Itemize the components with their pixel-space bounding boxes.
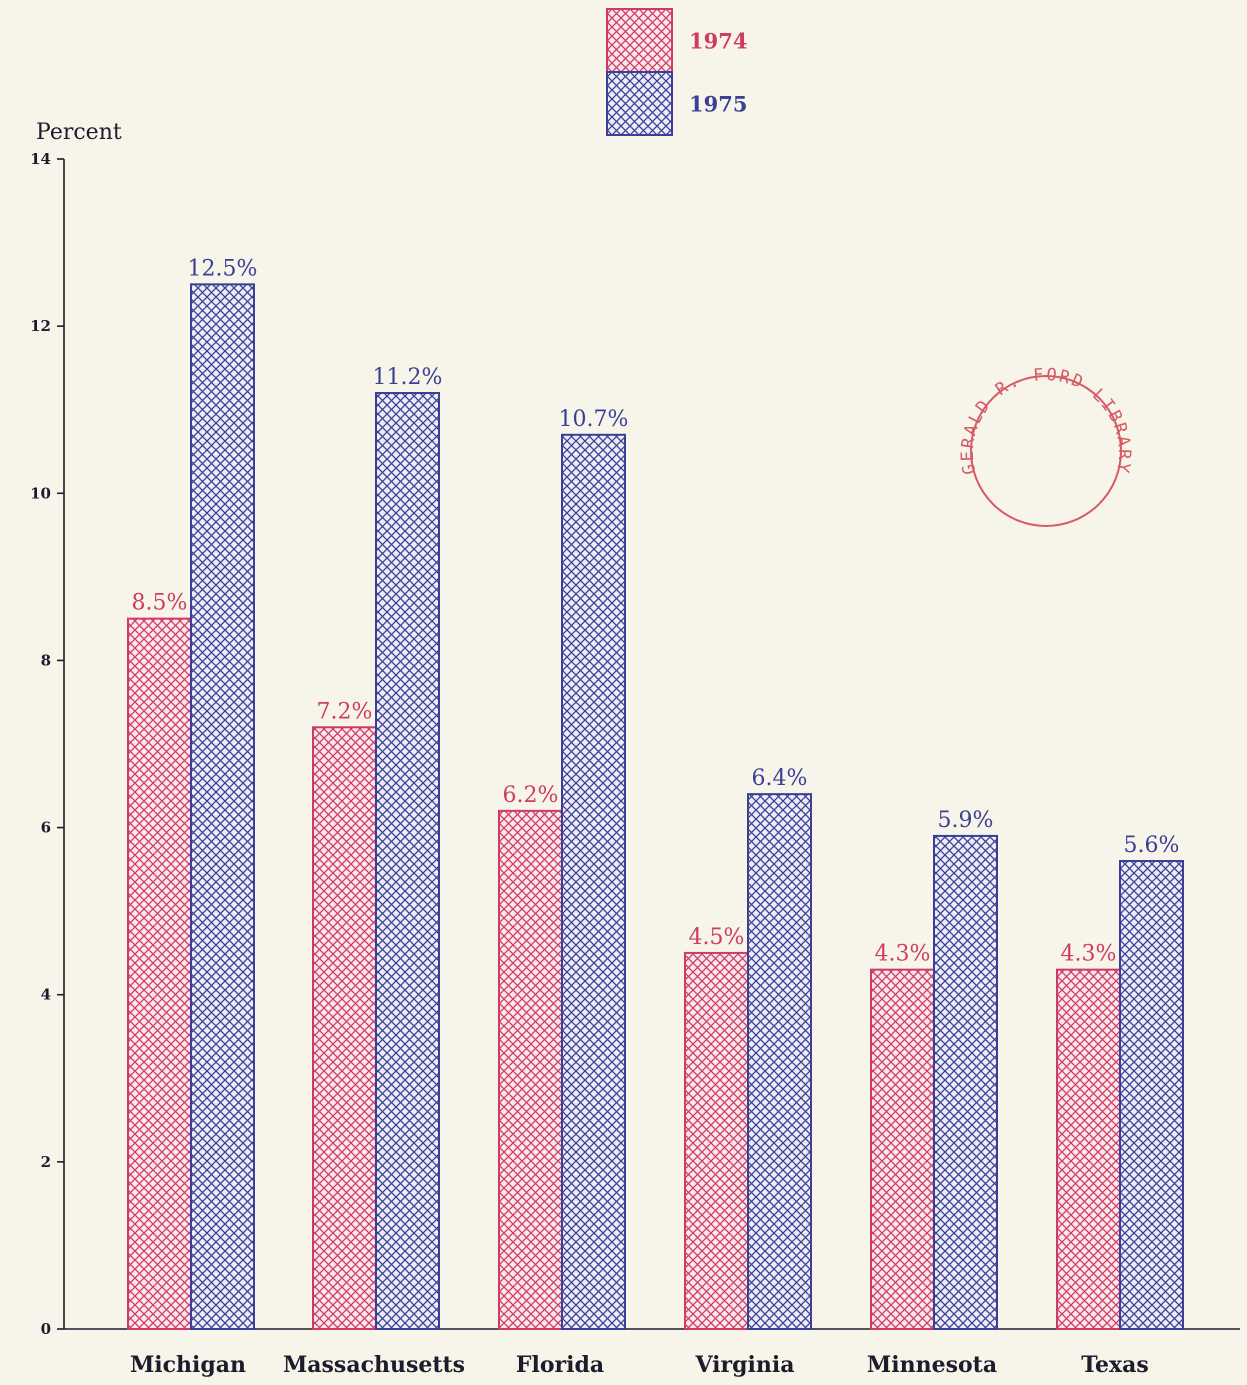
value-label-1974: 4.3% [1061, 942, 1117, 967]
category-label: Virginia [695, 1352, 795, 1378]
category-label: Texas [1081, 1352, 1149, 1378]
legend-label-1975: 1975 [689, 92, 747, 117]
y-tick-label: 12 [30, 317, 51, 335]
value-label-1974: 8.5% [132, 591, 188, 616]
value-label-1975: 5.6% [1124, 833, 1180, 858]
value-label-1974: 4.3% [875, 942, 931, 967]
category-label: Florida [516, 1352, 604, 1378]
value-label-1974: 7.2% [317, 699, 373, 724]
y-tick-label: 10 [30, 484, 51, 502]
category-label: Minnesota [867, 1352, 997, 1378]
bar-1974-texas [1056, 968, 1121, 1331]
bar-1975-texas [1119, 860, 1184, 1330]
stamp-text: GERALD R. FORD LIBRARY [958, 365, 1134, 476]
stamp-text-path: GERALD R. FORD LIBRARY [958, 365, 1132, 476]
category-label: Michigan [130, 1352, 246, 1378]
bar-1975-michigan [190, 283, 255, 1330]
bar-1974-florida [498, 809, 563, 1330]
value-label-1975: 5.9% [938, 808, 994, 833]
value-label-1974: 4.5% [689, 925, 745, 950]
value-label-1974: 6.2% [503, 783, 559, 808]
value-labels: 8.5% 7.2% 6.2% 4.5% 4.3% 4.3% 12.5% 11.2% 10.7% 6… [132, 256, 1180, 966]
bar-1975-minnesota [933, 834, 998, 1331]
bar-1974-virginia [684, 951, 749, 1331]
legend: 1974 1975 [606, 8, 747, 136]
bar-1975-virginia [747, 793, 812, 1330]
y-axis: 0 2 4 6 8 10 12 14 [30, 150, 65, 1338]
category-label: Massachusetts [283, 1352, 465, 1378]
bars [127, 283, 1184, 1331]
bar-1975-florida [561, 433, 626, 1330]
library-stamp: GERALD R. FORD LIBRARY [958, 365, 1134, 527]
category-labels: Michigan Massachusetts Florida Virginia Minn… [130, 1352, 1149, 1378]
bar-1975-massachusetts [375, 392, 440, 1330]
bar-1974-massachusetts [312, 726, 377, 1330]
value-label-1975: 11.2% [373, 365, 443, 390]
value-label-1975: 10.7% [559, 407, 629, 432]
bar-1974-minnesota [870, 968, 935, 1331]
value-label-1975: 12.5% [188, 256, 258, 281]
y-tick-label: 14 [30, 150, 51, 168]
legend-swatch-1975 [606, 71, 673, 136]
legend-swatch-1974 [606, 8, 673, 73]
y-tick-label: 6 [41, 819, 51, 837]
y-tick-label: 4 [41, 986, 51, 1004]
bar-1974-michigan [127, 617, 192, 1330]
y-tick-label: 2 [41, 1153, 51, 1171]
stamp-circle [970, 375, 1122, 527]
value-label-1975: 6.4% [752, 766, 808, 791]
y-axis-title: Percent [36, 120, 122, 145]
y-tick-label: 8 [41, 651, 51, 669]
y-tick-label: 0 [41, 1320, 51, 1338]
legend-label-1974: 1974 [689, 29, 747, 54]
